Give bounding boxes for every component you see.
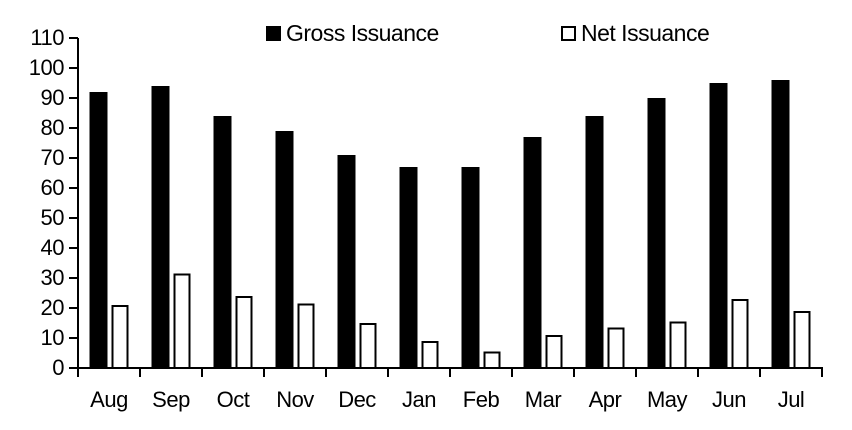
x-tick-label: Oct — [217, 387, 250, 412]
x-tick-label: Jan — [402, 387, 436, 412]
x-tick-label: Mar — [525, 387, 562, 412]
gross-issuance-bar — [337, 155, 356, 368]
y-tick-label: 100 — [29, 55, 64, 80]
net-issuance-bar — [297, 303, 315, 369]
net-issuance-bar — [173, 273, 191, 369]
y-tick-label: 30 — [41, 265, 65, 290]
gross-issuance-bar — [151, 86, 170, 368]
y-tick-label: 110 — [30, 25, 64, 50]
x-tick-label: Feb — [463, 387, 500, 412]
y-tick-label: 90 — [41, 85, 65, 110]
gross-issuance-bar — [709, 83, 728, 368]
y-tick-label: 60 — [41, 175, 65, 200]
gross-issuance-bar — [275, 131, 294, 368]
x-tick-label: May — [647, 387, 688, 412]
net-issuance-bar — [111, 305, 129, 369]
net-issuance-bar — [359, 323, 377, 369]
y-tick-label: 40 — [41, 235, 65, 260]
net-issuance-bar — [421, 341, 439, 369]
gross-issuance-bar — [523, 137, 542, 368]
net-issuance-bar — [235, 296, 253, 369]
x-tick-label: Aug — [90, 387, 128, 412]
y-tick-label: 20 — [41, 295, 65, 320]
y-tick-label: 0 — [52, 355, 64, 380]
x-tick-label: Sep — [152, 387, 190, 412]
net-issuance-bar — [731, 299, 749, 369]
y-tick-label: 70 — [41, 145, 65, 170]
y-tick-label: 50 — [41, 205, 65, 230]
net-issuance-bar — [669, 321, 687, 369]
gross-issuance-bar — [585, 116, 604, 368]
net-issuance-bar — [545, 335, 563, 369]
gross-issuance-bar — [89, 92, 108, 368]
x-tick-label: Dec — [338, 387, 376, 412]
y-tick-label: 80 — [41, 115, 65, 140]
net-issuance-bar — [607, 327, 625, 369]
gross-issuance-bar — [771, 80, 790, 368]
net-issuance-bar — [483, 351, 501, 369]
y-tick-label: 10 — [41, 325, 65, 350]
x-tick-label: Nov — [276, 387, 314, 412]
gross-issuance-bar — [647, 98, 666, 368]
gross-issuance-bar — [213, 116, 232, 368]
net-issuance-bar — [793, 311, 811, 369]
x-tick-label: Jul — [778, 387, 805, 412]
x-tick-label: Apr — [589, 387, 622, 412]
gross-issuance-bar — [461, 167, 480, 368]
gross-issuance-bar — [399, 167, 418, 368]
x-tick-label: Jun — [712, 387, 746, 412]
